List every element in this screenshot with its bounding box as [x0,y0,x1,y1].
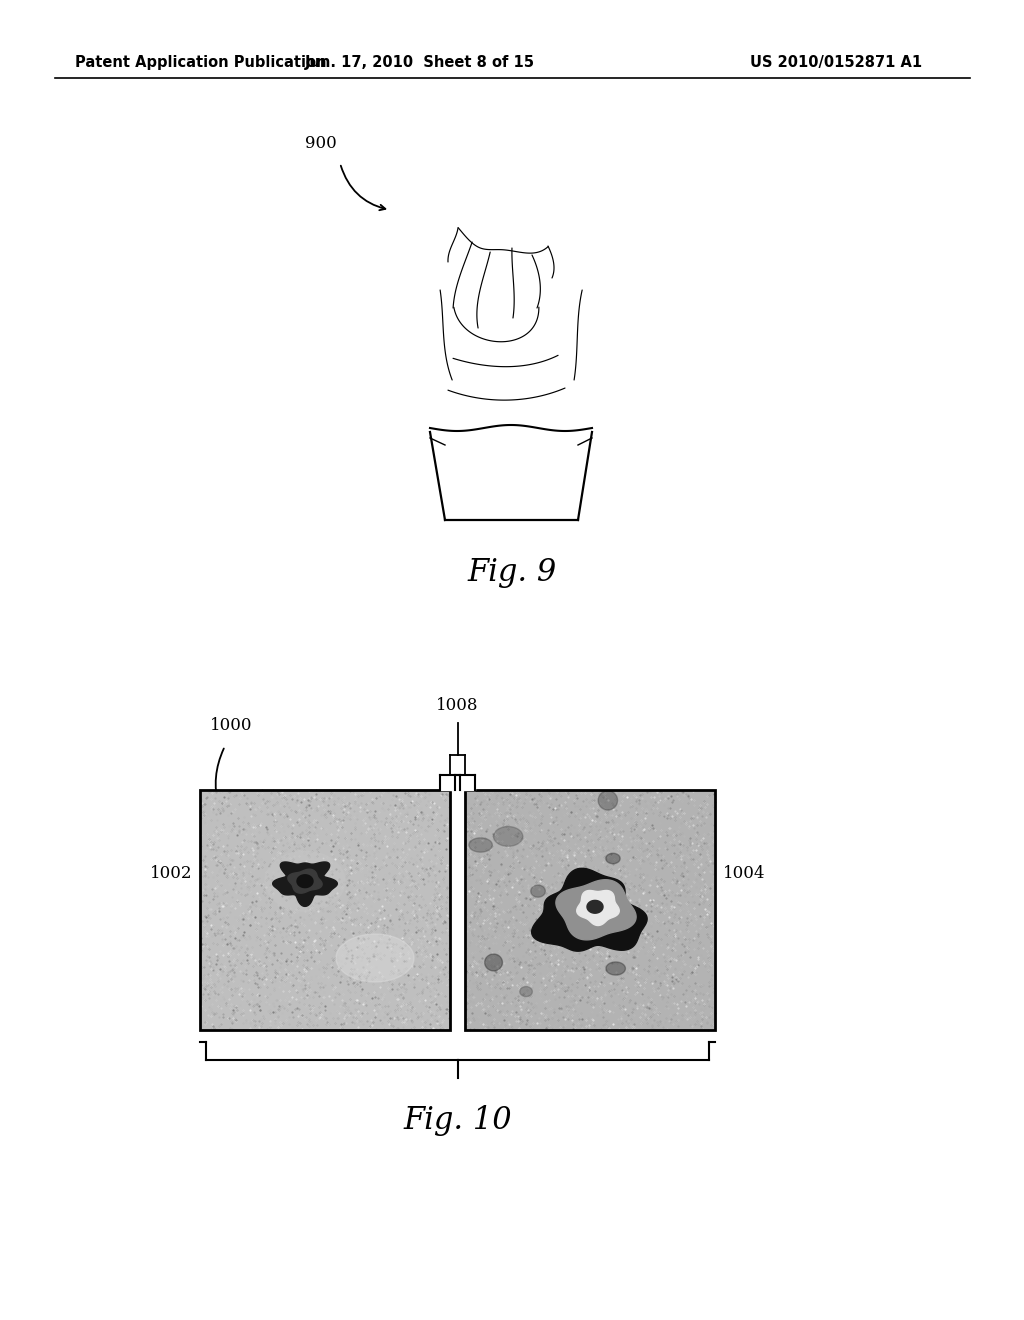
Text: Fig. 10: Fig. 10 [403,1105,512,1135]
Bar [465,789,715,1030]
Polygon shape [577,891,620,925]
Text: US 2010/0152871 A1: US 2010/0152871 A1 [750,54,923,70]
Polygon shape [272,862,337,907]
Polygon shape [484,954,503,972]
Polygon shape [531,869,647,952]
Polygon shape [606,962,626,975]
Polygon shape [288,869,323,894]
Polygon shape [430,428,592,520]
Polygon shape [587,900,603,913]
Polygon shape [469,838,493,853]
Bar [440,775,460,789]
Polygon shape [265,851,345,911]
Polygon shape [494,826,523,846]
Polygon shape [598,791,617,810]
Bar [200,789,450,1030]
Polygon shape [530,886,546,898]
Bar [200,789,450,1030]
Polygon shape [520,986,532,997]
Text: Patent Application Publication: Patent Application Publication [75,54,327,70]
Polygon shape [297,875,313,887]
Text: Jun. 17, 2010  Sheet 8 of 15: Jun. 17, 2010 Sheet 8 of 15 [305,54,535,70]
Text: 1008: 1008 [436,697,479,714]
Text: 1002: 1002 [150,866,193,883]
Text: 1000: 1000 [210,718,253,734]
Polygon shape [606,853,621,863]
Bar [465,789,715,1030]
Text: 900: 900 [305,135,337,152]
Polygon shape [336,935,414,982]
Text: Fig. 9: Fig. 9 [467,557,557,587]
Polygon shape [556,879,636,940]
Text: 1004: 1004 [723,866,766,883]
Bar [455,775,475,789]
